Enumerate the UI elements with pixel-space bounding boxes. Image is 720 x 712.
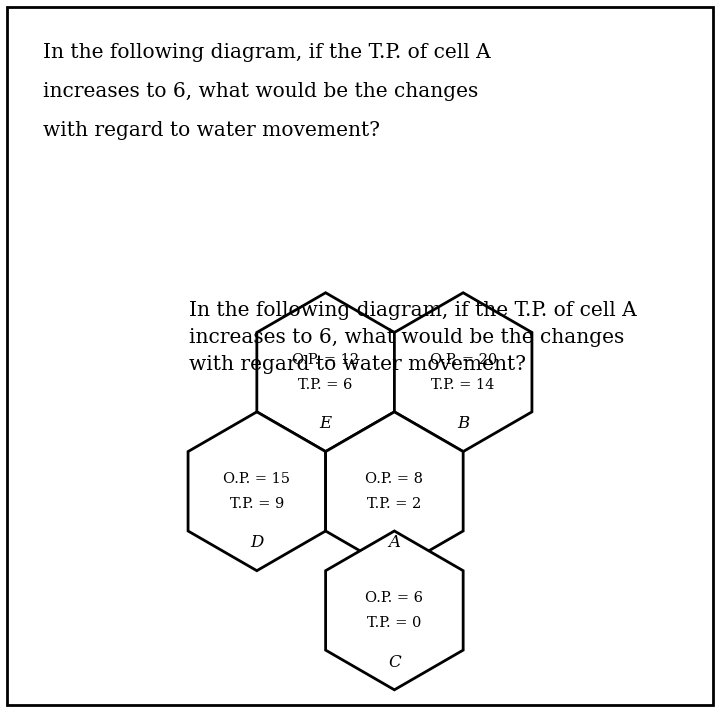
Polygon shape [395,293,532,451]
Text: O.P. = 8: O.P. = 8 [365,472,423,486]
Text: T.P. = 0: T.P. = 0 [367,616,422,630]
Text: T.P. = 14: T.P. = 14 [431,377,495,392]
Text: O.P. = 20: O.P. = 20 [430,352,497,367]
Text: B: B [457,415,469,432]
Text: T.P. = 6: T.P. = 6 [298,377,353,392]
Polygon shape [257,293,395,451]
Text: O.P. = 6: O.P. = 6 [365,591,423,605]
Text: In the following diagram, if the T.P. of cell A: In the following diagram, if the T.P. of… [43,43,491,62]
Text: increases to 6, what would be the changes: increases to 6, what would be the change… [43,82,479,101]
Text: In the following diagram, if the T.P. of cell A: In the following diagram, if the T.P. of… [189,301,636,320]
Text: E: E [320,415,332,432]
Text: C: C [388,654,401,671]
Text: T.P. = 9: T.P. = 9 [230,497,284,511]
Text: increases to 6, what would be the changes: increases to 6, what would be the change… [189,328,624,347]
Polygon shape [188,412,325,571]
Text: T.P. = 2: T.P. = 2 [367,497,421,511]
Polygon shape [325,412,463,571]
Text: O.P. = 15: O.P. = 15 [223,472,290,486]
Text: O.P. = 12: O.P. = 12 [292,352,359,367]
Polygon shape [325,531,463,690]
Text: with regard to water movement?: with regard to water movement? [43,121,380,140]
Text: A: A [388,535,400,551]
Text: with regard to water movement?: with regard to water movement? [189,355,526,374]
Text: D: D [250,535,264,551]
